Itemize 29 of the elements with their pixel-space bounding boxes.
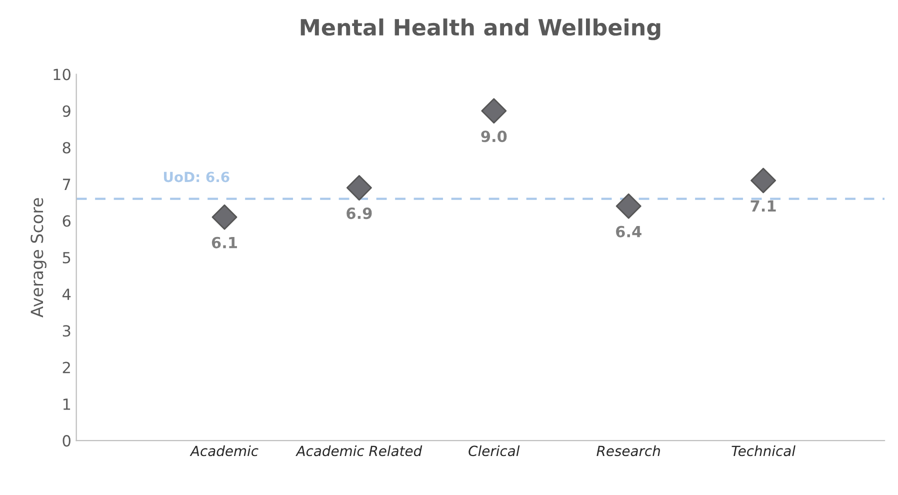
x-tick-label: Academic Related (296, 445, 422, 456)
point (750, 168, 776, 194)
x-tick-label: Academic (190, 445, 258, 456)
point (481, 98, 507, 124)
y-tick-label: 6 (62, 215, 71, 227)
y-tick-label: 3 (62, 325, 70, 337)
data-label: 7.1 (750, 200, 776, 212)
y-tick-label: 0 (62, 435, 70, 447)
x-tick-label: Technical (732, 445, 796, 456)
chart-title: Mental Health and Wellbeing (300, 18, 660, 40)
data-label: 6.4 (616, 226, 642, 238)
y-tick-label: 1 (63, 398, 70, 410)
x-tick-label: Clerical (468, 445, 520, 456)
ref-line-label: UoD: 6.6 (164, 172, 230, 182)
y-tick-label: 7 (63, 178, 70, 190)
y-tick-label: 8 (62, 142, 70, 154)
point (616, 193, 642, 219)
point (346, 175, 372, 201)
y-tick-label: 2 (62, 362, 70, 374)
y-tick-label: 5 (62, 252, 70, 264)
y-tick-label: 4 (62, 288, 71, 300)
x-tick-label: Research (596, 445, 660, 456)
y-tick-label: 10 (54, 68, 70, 80)
point (212, 204, 238, 230)
y-tick-label: 9 (62, 105, 70, 117)
y-axis-title: Average Score (30, 198, 46, 318)
data-label: 6.9 (346, 208, 372, 220)
data-label: 6.1 (212, 236, 237, 248)
data-label: 9.0 (481, 130, 507, 142)
